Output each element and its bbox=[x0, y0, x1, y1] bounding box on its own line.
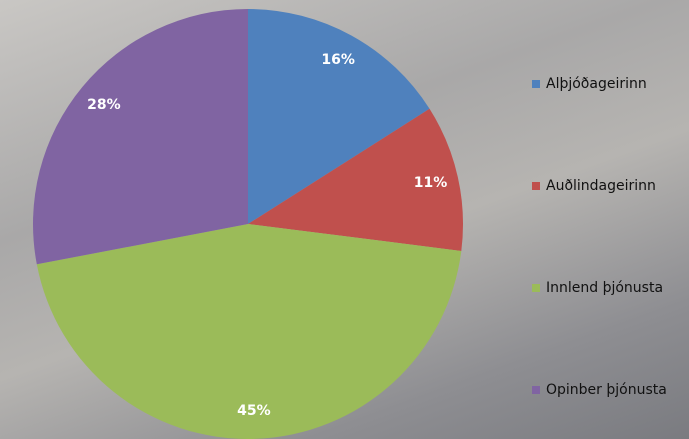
legend-swatch bbox=[532, 182, 540, 190]
legend-label: Auðlindageirinn bbox=[546, 178, 656, 194]
legend-swatch bbox=[532, 284, 540, 292]
data-label: 45% bbox=[237, 403, 271, 419]
data-label: 28% bbox=[87, 97, 121, 113]
pie-slice bbox=[32, 9, 248, 265]
pie-slice bbox=[36, 224, 462, 439]
legend-label: Innlend þjónusta bbox=[546, 280, 663, 296]
data-label: 11% bbox=[414, 175, 448, 191]
legend-label: Opinber þjónusta bbox=[546, 382, 667, 398]
data-label: 16% bbox=[321, 52, 355, 68]
pie-slice bbox=[248, 9, 430, 224]
pie-slice bbox=[248, 108, 463, 251]
legend-swatch bbox=[532, 386, 540, 394]
legend-label: Alþjóðageirinn bbox=[546, 76, 647, 92]
legend-swatch bbox=[532, 80, 540, 88]
